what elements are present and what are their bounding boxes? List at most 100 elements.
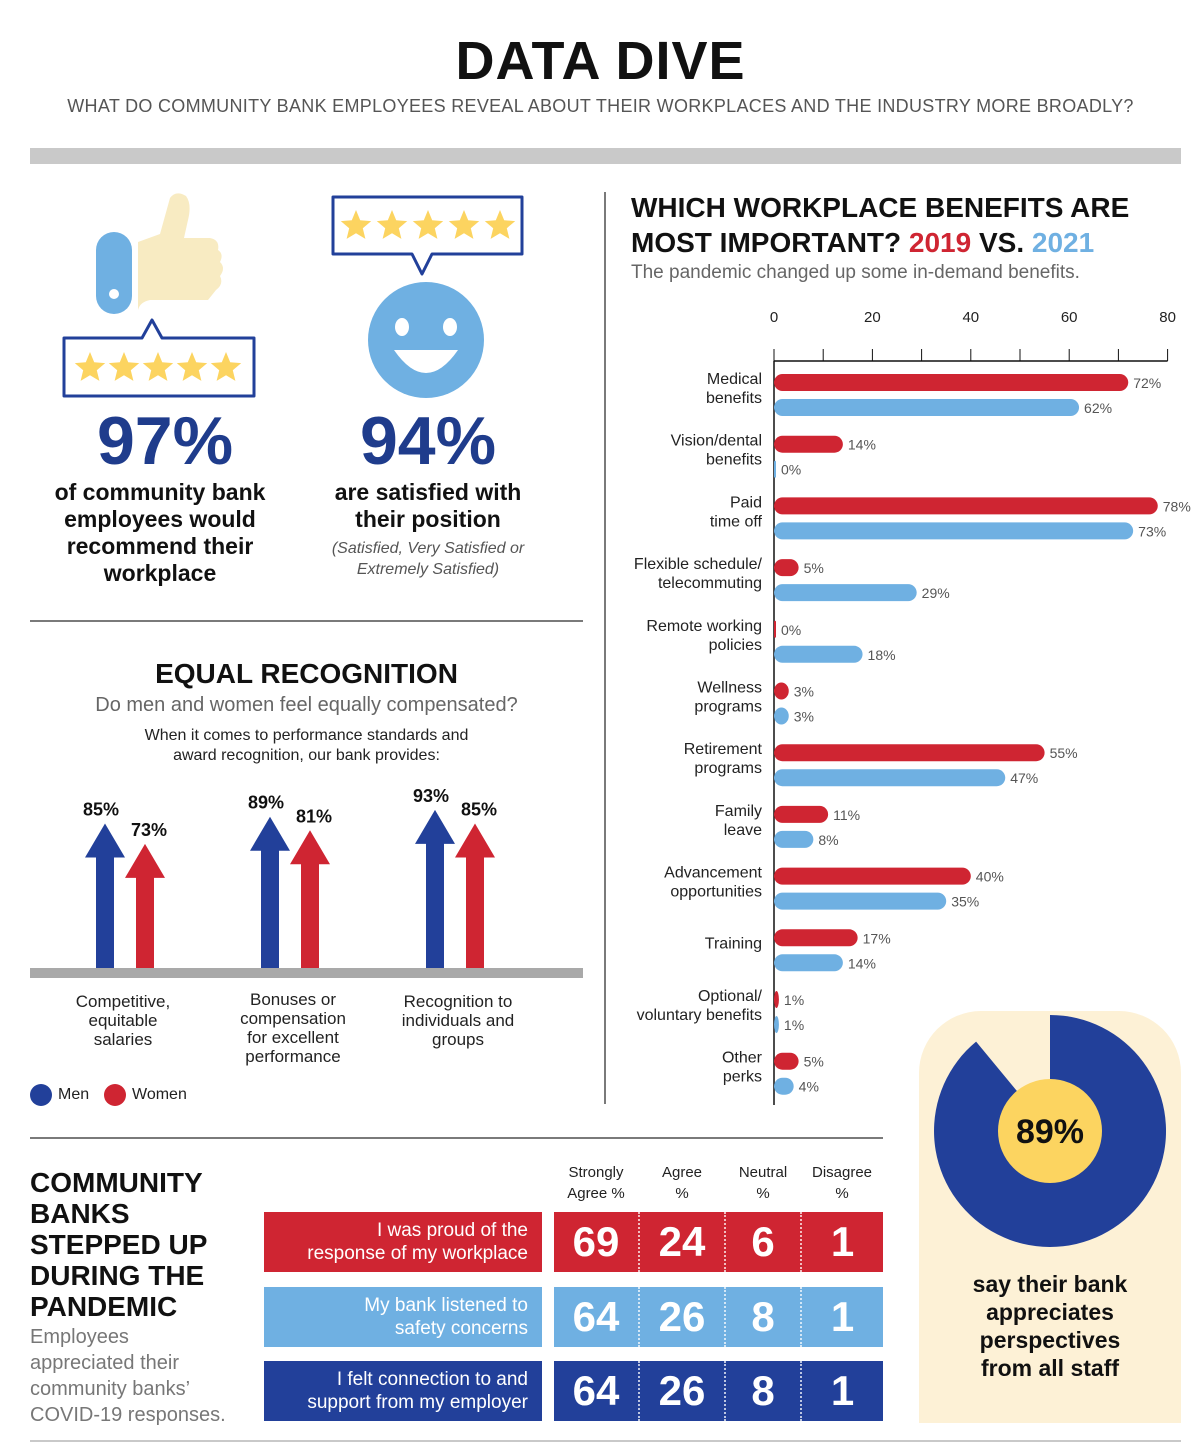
- bar-2019: [774, 744, 1045, 762]
- bar-2021: [774, 460, 776, 478]
- appreciation-text-line: perspectives: [979, 1327, 1121, 1353]
- benefits-title-prefix: MOST IMPORTANT?: [631, 227, 902, 258]
- arrow-value-label: 85%: [83, 800, 119, 820]
- group-label-bonuses: Bonuses or compensation for excellent pe…: [222, 990, 364, 1066]
- equal-recognition-arrow-chart: 85% 73% 89% 81% 93% 85%: [30, 786, 583, 978]
- bar-value-label: 1%: [784, 1017, 804, 1033]
- arrow-women-0: [125, 843, 165, 968]
- category-label: Remote working: [646, 618, 762, 635]
- rating-bubble-right: [331, 195, 524, 276]
- value-neutral: 8: [726, 1287, 802, 1347]
- pandemic-heading-line: BANKS: [30, 1198, 130, 1229]
- section-divider: [30, 1137, 883, 1139]
- group-label-recognition: Recognition to individuals and groups: [388, 992, 528, 1049]
- bar-2019: [774, 1052, 799, 1070]
- x-tick-label: 80: [1159, 309, 1176, 326]
- note-line: When it comes to performance standards a…: [144, 727, 469, 744]
- bar-value-label: 73%: [1138, 523, 1166, 539]
- satisfied-percent: 94%: [359, 403, 497, 479]
- category-label: perks: [723, 1069, 762, 1086]
- bar-2021: [774, 1016, 779, 1033]
- section-divider: [30, 620, 583, 622]
- x-tick-label: 40: [962, 309, 979, 326]
- benefits-title-vs: VS.: [978, 227, 1025, 258]
- bar-value-label: 11%: [833, 807, 860, 823]
- star-icon: [412, 210, 444, 239]
- category-label: leave: [724, 822, 762, 839]
- bar-value-label: 4%: [799, 1079, 819, 1095]
- page-title: DATA DIVE: [455, 31, 746, 91]
- bar-2019: [774, 374, 1129, 391]
- benefits-bar-chart: 0 20 40 60 80 Medical benefits 72% 62% Vision/den…: [634, 309, 1191, 1105]
- group-label-line: Recognition to: [403, 992, 513, 1011]
- star-icon: [448, 210, 480, 239]
- bar-2021: [774, 769, 1006, 787]
- recommend-text-line: employees would: [64, 506, 256, 532]
- value-neutral: 6: [726, 1212, 802, 1272]
- group-label-line: for excellent: [247, 1028, 339, 1047]
- bar-2021: [774, 584, 917, 602]
- category-label: Medical: [707, 371, 762, 388]
- bar-value-label: 0%: [781, 622, 801, 638]
- column-header-disagree: Disagree %: [802, 1162, 882, 1204]
- bar-value-label: 3%: [794, 709, 814, 725]
- pandemic-heading-line: STEPPED UP: [30, 1229, 208, 1260]
- bar-value-label: 40%: [976, 869, 1004, 885]
- star-icon: [210, 352, 242, 381]
- star-icon: [376, 210, 408, 239]
- bar-value-label: 14%: [848, 955, 876, 971]
- benefits-title-2021: 2021: [1031, 227, 1095, 258]
- pandemic-heading-line: DURING THE: [30, 1260, 205, 1291]
- bar-2019: [774, 620, 776, 638]
- group-label-line: equitable: [88, 1011, 158, 1030]
- legend-men-label: Men: [58, 1086, 90, 1103]
- thumbs-up-icon: [96, 193, 223, 314]
- note-line: award recognition, our bank provides:: [173, 747, 440, 764]
- bar-2021: [774, 892, 947, 910]
- category-label: Wellness: [697, 680, 762, 697]
- group-label-line: individuals and: [401, 1011, 515, 1030]
- equal-recognition-subheading: Do men and women feel equally compensate…: [95, 694, 518, 716]
- column-header-line: Agree %: [567, 1185, 625, 1202]
- recommend-text-line: workplace: [103, 560, 217, 586]
- row-label-line: support from my employer: [307, 1392, 528, 1413]
- category-label: time off: [710, 513, 763, 530]
- header-divider-bar: [30, 148, 1181, 164]
- column-header-line: Disagree: [811, 1164, 873, 1181]
- group-label-line: compensation: [240, 1009, 346, 1028]
- table-row-label-listened: My bank listened to safety concerns: [264, 1287, 542, 1347]
- column-header-line: Agree: [661, 1164, 703, 1181]
- category-label: policies: [709, 637, 762, 654]
- value-strongly-agree: 69: [554, 1212, 640, 1272]
- smiley-face-icon: [368, 282, 484, 398]
- bar-value-label: 55%: [1050, 745, 1078, 761]
- pandemic-heading-line: COMMUNITY: [30, 1167, 203, 1198]
- bar-2021: [774, 645, 863, 663]
- row-label-line: I was proud of the: [376, 1220, 528, 1241]
- bar-2021: [774, 522, 1134, 540]
- category-label: Family: [715, 803, 762, 820]
- category-label: Other: [722, 1050, 763, 1067]
- value-strongly-agree: 64: [554, 1361, 640, 1421]
- bar-value-label: 17%: [863, 930, 891, 946]
- column-header-line: Neutral: [738, 1164, 788, 1181]
- arrow-men-0: [85, 823, 125, 968]
- bar-value-label: 5%: [804, 1054, 824, 1070]
- pandemic-heading: COMMUNITY BANKS STEPPED UP DURING THE PA…: [30, 1167, 260, 1322]
- value-disagree: 1: [830, 1293, 855, 1340]
- column-header-agree: Agree %: [640, 1162, 724, 1204]
- star-icon-row: [340, 210, 516, 239]
- donut-center: [998, 1079, 1102, 1183]
- column-header-strongly-agree: Strongly Agree %: [554, 1162, 638, 1204]
- row-label-line: safety concerns: [394, 1318, 528, 1339]
- row-label-line: I felt connection to and: [336, 1369, 528, 1390]
- arrow-value-label: 81%: [296, 806, 332, 826]
- pandemic-subheading-line: COVID-19 responses.: [30, 1404, 226, 1426]
- legend-women-swatch: [104, 1084, 126, 1106]
- pandemic-subheading: Employees appreciated their community ba…: [30, 1324, 260, 1428]
- bar-value-label: 8%: [818, 832, 838, 848]
- bar-value-label: 0%: [781, 462, 801, 478]
- arrow-women-1: [290, 830, 330, 968]
- column-header-line: Strongly: [568, 1164, 624, 1181]
- bar-value-label: 14%: [848, 437, 876, 453]
